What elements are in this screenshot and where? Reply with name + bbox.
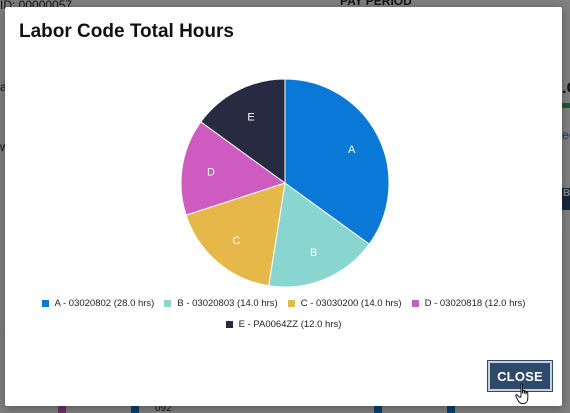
pie-chart: A B C D E bbox=[180, 78, 390, 288]
pie-slice-a[interactable] bbox=[284, 78, 390, 245]
legend-swatch bbox=[411, 300, 419, 307]
legend-item[interactable]: A - 03020802 (28.0 hrs) bbox=[41, 298, 155, 309]
pay-period-header: PAY PERIOD bbox=[340, 0, 412, 8]
background-fragment: ee bbox=[562, 128, 570, 142]
legend-swatch bbox=[164, 300, 172, 307]
legend-label: B - 03020803 (14.0 hrs) bbox=[177, 298, 278, 309]
legend-swatch bbox=[41, 300, 49, 307]
modal-title: Labor Code Total Hours bbox=[19, 21, 234, 42]
background-progress bbox=[562, 103, 570, 108]
pie-slice-label: B bbox=[310, 247, 317, 259]
pie-slice-label: D bbox=[207, 166, 215, 178]
pie-slice-label: C bbox=[232, 235, 240, 247]
background-marker bbox=[58, 405, 66, 413]
background-marker bbox=[447, 405, 455, 413]
legend-swatch bbox=[287, 300, 295, 307]
background-button: B bbox=[562, 188, 570, 210]
background-marker bbox=[374, 405, 382, 413]
legend-item[interactable]: D - 03020818 (12.0 hrs) bbox=[411, 298, 526, 309]
pie-slice-b[interactable] bbox=[268, 182, 370, 288]
background-fragment: 092 bbox=[155, 403, 172, 413]
background-fragment: .C bbox=[562, 80, 570, 97]
pie-slice-label: E bbox=[247, 111, 254, 123]
legend-label: E - PA0064ZZ (12.0 hrs) bbox=[238, 319, 342, 330]
pie-slice-label: A bbox=[348, 144, 356, 156]
legend-swatch bbox=[225, 321, 233, 328]
legend-item[interactable]: E - PA0064ZZ (12.0 hrs) bbox=[225, 319, 342, 330]
background-fragment: w bbox=[0, 140, 9, 154]
legend-label: D - 03020818 (12.0 hrs) bbox=[424, 298, 526, 309]
pie-slice-e[interactable] bbox=[200, 78, 286, 184]
background-marker bbox=[131, 405, 139, 413]
labor-code-modal: Labor Code Total Hours A B C D E A - 0302080… bbox=[5, 7, 562, 406]
background-fragment: al bbox=[0, 80, 9, 94]
legend-label: C - 03030200 (14.0 hrs) bbox=[300, 298, 402, 309]
pie-slice-d[interactable] bbox=[180, 121, 287, 216]
hand-cursor-icon bbox=[515, 383, 529, 404]
close-button[interactable]: CLOSE bbox=[487, 360, 553, 392]
legend-item[interactable]: B - 03020803 (14.0 hrs) bbox=[164, 298, 278, 309]
chart-legend: A - 03020802 (28.0 hrs) B - 03020803 (14.… bbox=[5, 298, 562, 330]
legend-label: A - 03020802 (28.0 hrs) bbox=[54, 298, 155, 309]
legend-item[interactable]: C - 03030200 (14.0 hrs) bbox=[287, 298, 402, 309]
pie-chart-container: A B C D E bbox=[5, 7, 562, 337]
pie-slice-c[interactable] bbox=[185, 182, 286, 287]
